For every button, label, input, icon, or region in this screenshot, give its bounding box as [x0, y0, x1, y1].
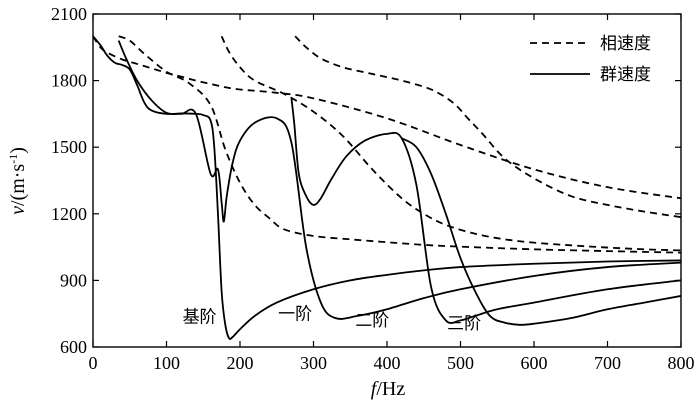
x-tick-label: 0 [89, 353, 98, 373]
y-tick-label: 1200 [51, 204, 87, 224]
phase-velocity-line-2 [220, 35, 682, 252]
group-velocity-line-4 [92, 35, 682, 340]
mode-label: 基阶 [183, 308, 217, 328]
plot-frame [92, 13, 682, 348]
phase-velocity-line-0 [92, 35, 682, 200]
x-tick-label: 200 [227, 353, 254, 373]
y-tick-label: 900 [60, 270, 87, 290]
mode-label: 一阶 [278, 304, 312, 324]
phase-velocity-line-3 [294, 35, 682, 219]
legend-label-phase-velocity: 相速度 [600, 34, 651, 54]
x-tick-label: 100 [153, 353, 180, 373]
x-axis-label: f/Hz [371, 378, 406, 400]
legend-label-group-velocity: 群速度 [600, 65, 651, 85]
group-velocity-line-6 [290, 98, 682, 324]
y-tick-label: 1500 [51, 137, 87, 157]
mode-labels: 基阶 一阶 二阶 三阶 [183, 304, 482, 334]
x-tick-label: 700 [594, 353, 621, 373]
y-tick-label: 1800 [51, 71, 87, 91]
mode-label: 二阶 [355, 311, 389, 331]
group-velocity-line-7 [401, 137, 682, 326]
x-tick-label: 500 [447, 353, 474, 373]
x-tick-label: 400 [374, 353, 401, 373]
y-axis-label: v/(m·s-1) [6, 147, 29, 215]
legend: 相速度 群速度 [530, 34, 651, 85]
x-tick-label: 800 [668, 353, 695, 373]
y-tick-label: 600 [60, 337, 87, 357]
y-tick-label: 2100 [51, 4, 87, 24]
mode-label: 三阶 [447, 314, 481, 334]
x-tick-label: 300 [300, 353, 327, 373]
x-tick-label: 600 [521, 353, 548, 373]
group-velocity-line-5 [117, 40, 682, 320]
series-layer [92, 35, 682, 340]
ticks-layer: 0 100 200 300 400 500 600 700 800 600 900 1200 1500 1… [51, 4, 695, 373]
phase-velocity-line-1 [118, 35, 682, 254]
